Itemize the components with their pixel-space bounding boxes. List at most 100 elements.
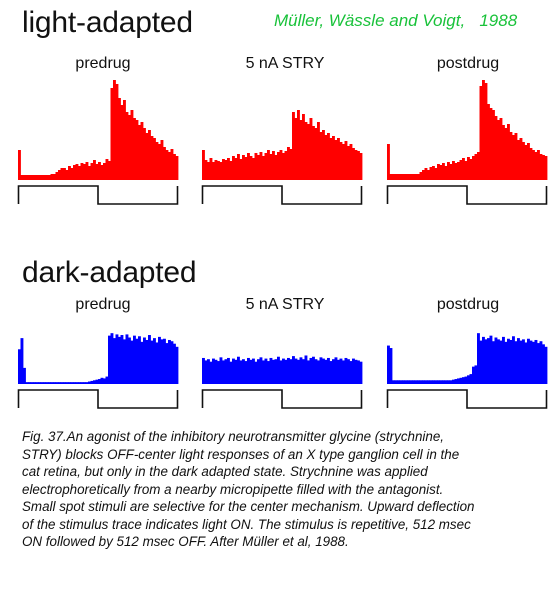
histogram-bar	[542, 155, 545, 180]
histogram-bar	[209, 158, 213, 180]
histogram-bar	[170, 149, 174, 180]
histogram-bar	[309, 357, 313, 384]
histogram-bar	[292, 112, 295, 180]
histogram-bar	[519, 340, 523, 384]
histogram-bar	[497, 339, 500, 384]
histogram-bar	[344, 141, 348, 180]
histogram-bar	[148, 335, 151, 384]
histogram-bar	[38, 175, 41, 180]
histogram-bar	[412, 380, 415, 384]
histogram-bar	[277, 152, 280, 180]
histogram-bar	[352, 148, 355, 180]
histogram-bar	[249, 156, 253, 180]
histogram-light-stry	[201, 110, 363, 205]
histogram-bar	[404, 380, 408, 384]
histogram-bar	[103, 378, 106, 384]
histogram-bar	[544, 346, 548, 384]
histogram-bar	[502, 336, 505, 384]
histogram-bar	[103, 163, 106, 180]
histogram-bar	[272, 359, 275, 384]
histogram-bar	[274, 155, 278, 180]
histogram-bar	[329, 361, 333, 384]
panel-label-light-predrug: predrug	[75, 55, 131, 72]
histogram-bar	[259, 152, 263, 180]
histogram-bar	[414, 380, 418, 384]
histogram-bar	[472, 156, 475, 180]
histogram-bar	[25, 382, 29, 384]
histogram-bar	[125, 334, 129, 384]
histogram-bar	[55, 172, 59, 180]
histogram-bar	[140, 341, 144, 384]
histogram-bar	[529, 148, 533, 180]
histogram-bar	[267, 361, 270, 384]
stimulus-trace	[17, 185, 179, 205]
histogram-bar	[207, 359, 210, 384]
histogram-bar	[259, 357, 263, 384]
histogram-bar	[277, 356, 280, 384]
histogram-bar	[322, 358, 325, 384]
histogram-bar	[307, 360, 310, 384]
histogram-bar	[347, 146, 350, 180]
histogram-bar	[18, 150, 21, 180]
histogram-bar	[392, 174, 395, 180]
histogram-bar	[75, 164, 79, 180]
histogram-bar	[457, 162, 460, 180]
histogram-bar	[18, 349, 21, 384]
histogram-bar	[50, 174, 54, 180]
histogram-bar	[33, 175, 36, 180]
histogram-bar	[394, 380, 398, 384]
histogram-bar	[58, 170, 61, 180]
histogram-bar	[219, 162, 223, 180]
histogram-bar	[399, 380, 403, 384]
histogram-bar	[80, 163, 84, 180]
histogram-bar	[45, 175, 49, 180]
histogram-bar	[45, 382, 49, 384]
histogram-bar	[133, 118, 136, 180]
histogram-bar	[409, 174, 413, 180]
histogram-bar	[492, 341, 495, 384]
histogram-bar	[357, 360, 360, 384]
histogram-bar	[499, 340, 503, 384]
histogram-bar	[484, 83, 488, 180]
histogram-bar	[48, 175, 51, 180]
histogram-bar	[342, 144, 345, 180]
histogram-bar	[429, 380, 433, 384]
histogram-bar	[237, 154, 240, 180]
histogram-bar	[409, 380, 413, 384]
histogram-bar	[487, 338, 490, 384]
histogram-bar	[392, 380, 395, 384]
stimulus-trace	[201, 185, 363, 205]
histogram-bar	[130, 340, 134, 384]
histogram-bar	[43, 382, 46, 384]
histogram-bar	[294, 118, 298, 180]
histogram-bar	[38, 382, 41, 384]
histogram-bar	[224, 160, 228, 180]
histogram-bar	[517, 338, 520, 384]
histogram-bar	[359, 361, 363, 384]
histogram-bar	[48, 382, 51, 384]
histogram-bar	[522, 339, 525, 384]
histogram-bar	[479, 340, 483, 384]
histogram-bar	[442, 163, 445, 180]
histogram-bar	[304, 122, 308, 180]
histogram-bar	[262, 360, 265, 384]
histogram-bar	[469, 159, 473, 180]
histogram-bar	[23, 367, 26, 384]
histogram-bar	[242, 359, 245, 384]
histogram-bar	[447, 380, 450, 384]
histogram-bar	[68, 382, 71, 384]
histogram-bar	[399, 174, 403, 180]
histogram-bar	[239, 159, 243, 180]
histogram-bar	[90, 163, 94, 180]
histogram-bar	[85, 382, 89, 384]
histogram-bar	[222, 159, 225, 180]
histogram-bar	[387, 345, 390, 384]
histogram-bar	[53, 382, 56, 384]
histogram-bar	[519, 138, 523, 180]
histogram-bar	[30, 382, 34, 384]
histogram-bar	[332, 359, 335, 384]
histogram-bar	[487, 104, 490, 180]
histogram-bar	[254, 361, 258, 384]
histogram-bar	[529, 340, 533, 384]
histogram-bar	[312, 356, 315, 384]
